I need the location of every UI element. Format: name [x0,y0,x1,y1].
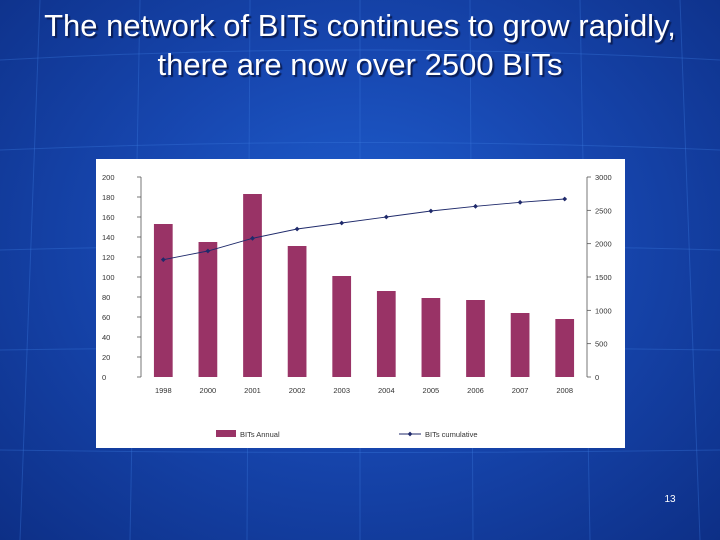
point-2008 [562,196,568,202]
combo-chart: 0 20 40 60 80 100 120 140 160 180 200 0 500 1000 1500… [102,173,612,439]
left-axis-tick-label: 80 [102,293,110,302]
point-2003 [339,220,345,226]
bar-2003 [332,276,352,377]
left-axis-tick-label: 40 [102,333,110,342]
right-axis-tick-label: 3000 [595,173,612,182]
cumulative-line [163,198,565,261]
left-axis: 0 20 40 60 80 100 120 140 160 180 200 [102,173,142,382]
point-2002 [294,226,300,232]
left-axis-tick-label: 60 [102,313,110,322]
x-tick-label: 2008 [556,386,573,395]
point-2005 [428,208,434,214]
bar-2001 [243,194,262,377]
bar-2002 [287,246,307,377]
x-tick-label: 2003 [333,386,350,395]
right-axis: 0 500 1000 1500 2000 2500 3000 [586,173,612,382]
point-2004 [383,214,389,220]
bar-1998 [153,224,173,377]
right-axis-tick-label: 1000 [595,306,612,315]
bar-2005 [421,298,441,377]
x-tick-label: 2006 [467,386,484,395]
right-axis-tick-label: 0 [595,373,599,382]
left-axis-tick-label: 180 [102,193,115,202]
x-tick-label: 2007 [512,386,529,395]
x-tick-label: 2005 [423,386,440,395]
x-tick-label: 2000 [200,386,217,395]
x-tick-label: 2002 [289,386,306,395]
left-axis-tick-label: 200 [102,173,115,182]
x-tick-label: 1998 [155,386,172,395]
legend-line-label: BITs cumulative [425,430,478,439]
bar-2004 [376,291,396,377]
legend-bar-swatch [216,430,236,437]
right-axis-tick-label: 500 [595,340,608,349]
line-series [160,196,568,263]
right-axis-tick-label: 1500 [595,273,612,282]
x-tick-label: 2001 [244,386,261,395]
slide-title: The network of BITs continues to grow ra… [44,8,676,82]
point-2006 [473,203,478,209]
page-number: 13 [664,494,676,505]
point-2007 [517,199,523,205]
x-axis-labels: 1998 2000 2001 2002 2003 2004 2005 2006 2007 2008 [155,386,573,395]
x-tick-label: 2004 [378,386,395,395]
left-axis-tick-label: 120 [102,253,115,262]
legend-bar-label: BITs Annual [240,430,280,439]
legend: BITs Annual BITs cumulative [216,430,478,439]
point-2001 [250,235,255,241]
bar-2008 [555,319,575,377]
left-axis-tick-label: 100 [102,273,115,282]
point-1998 [160,257,166,263]
bar-series [153,194,575,377]
bar-2006 [466,300,485,377]
left-axis-tick-label: 0 [102,373,106,382]
legend-line-marker [407,431,413,437]
chart-panel: 0 20 40 60 80 100 120 140 160 180 200 0 500 1000 1500… [96,159,625,448]
bar-2000 [198,242,218,377]
left-axis-tick-label: 160 [102,213,115,222]
right-axis-tick-label: 2500 [595,206,612,215]
point-2000 [205,248,211,254]
right-axis-tick-label: 2000 [595,240,612,249]
left-axis-tick-label: 140 [102,233,115,242]
left-axis-tick-label: 20 [102,353,110,362]
bar-2007 [510,313,530,377]
